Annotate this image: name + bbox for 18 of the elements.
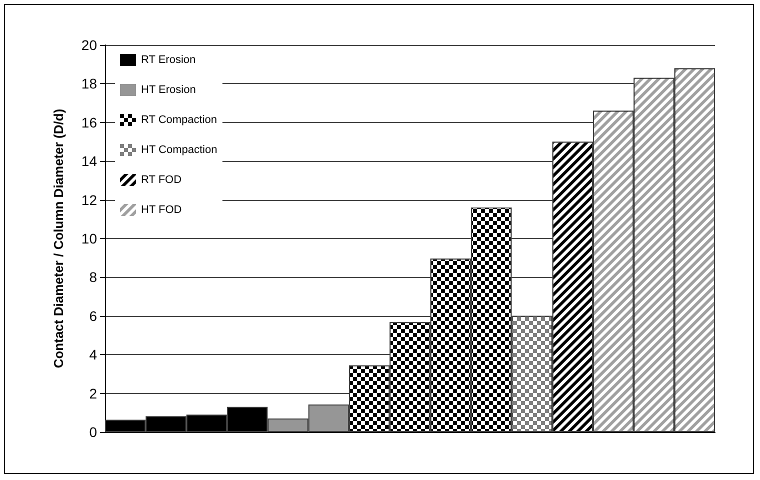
- y-tick-label: 8: [89, 269, 98, 286]
- y-axis-title: Contact Diameter / Column Diameter (D/d): [51, 108, 66, 368]
- y-tick-label: 0: [89, 424, 98, 440]
- legend-label: RT Compaction: [141, 114, 218, 126]
- y-tick-label: 4: [89, 346, 98, 363]
- y-tick-label: 18: [81, 76, 98, 92]
- legend-label: RT FOD: [141, 174, 182, 186]
- y-tick-label: 6: [89, 308, 98, 324]
- legend-label: HT Compaction: [141, 144, 218, 156]
- legend-label: RT Erosion: [141, 54, 196, 66]
- legend-label: HT Erosion: [141, 84, 196, 96]
- y-tick-label: 14: [81, 153, 98, 170]
- y-tick-label: 20: [81, 37, 98, 53]
- y-tick-label: 12: [81, 192, 98, 208]
- y-tick-label: 16: [81, 114, 98, 130]
- y-tick-label: 2: [89, 385, 98, 402]
- legend-label: HT FOD: [141, 204, 182, 216]
- y-tick-label: 10: [81, 230, 98, 246]
